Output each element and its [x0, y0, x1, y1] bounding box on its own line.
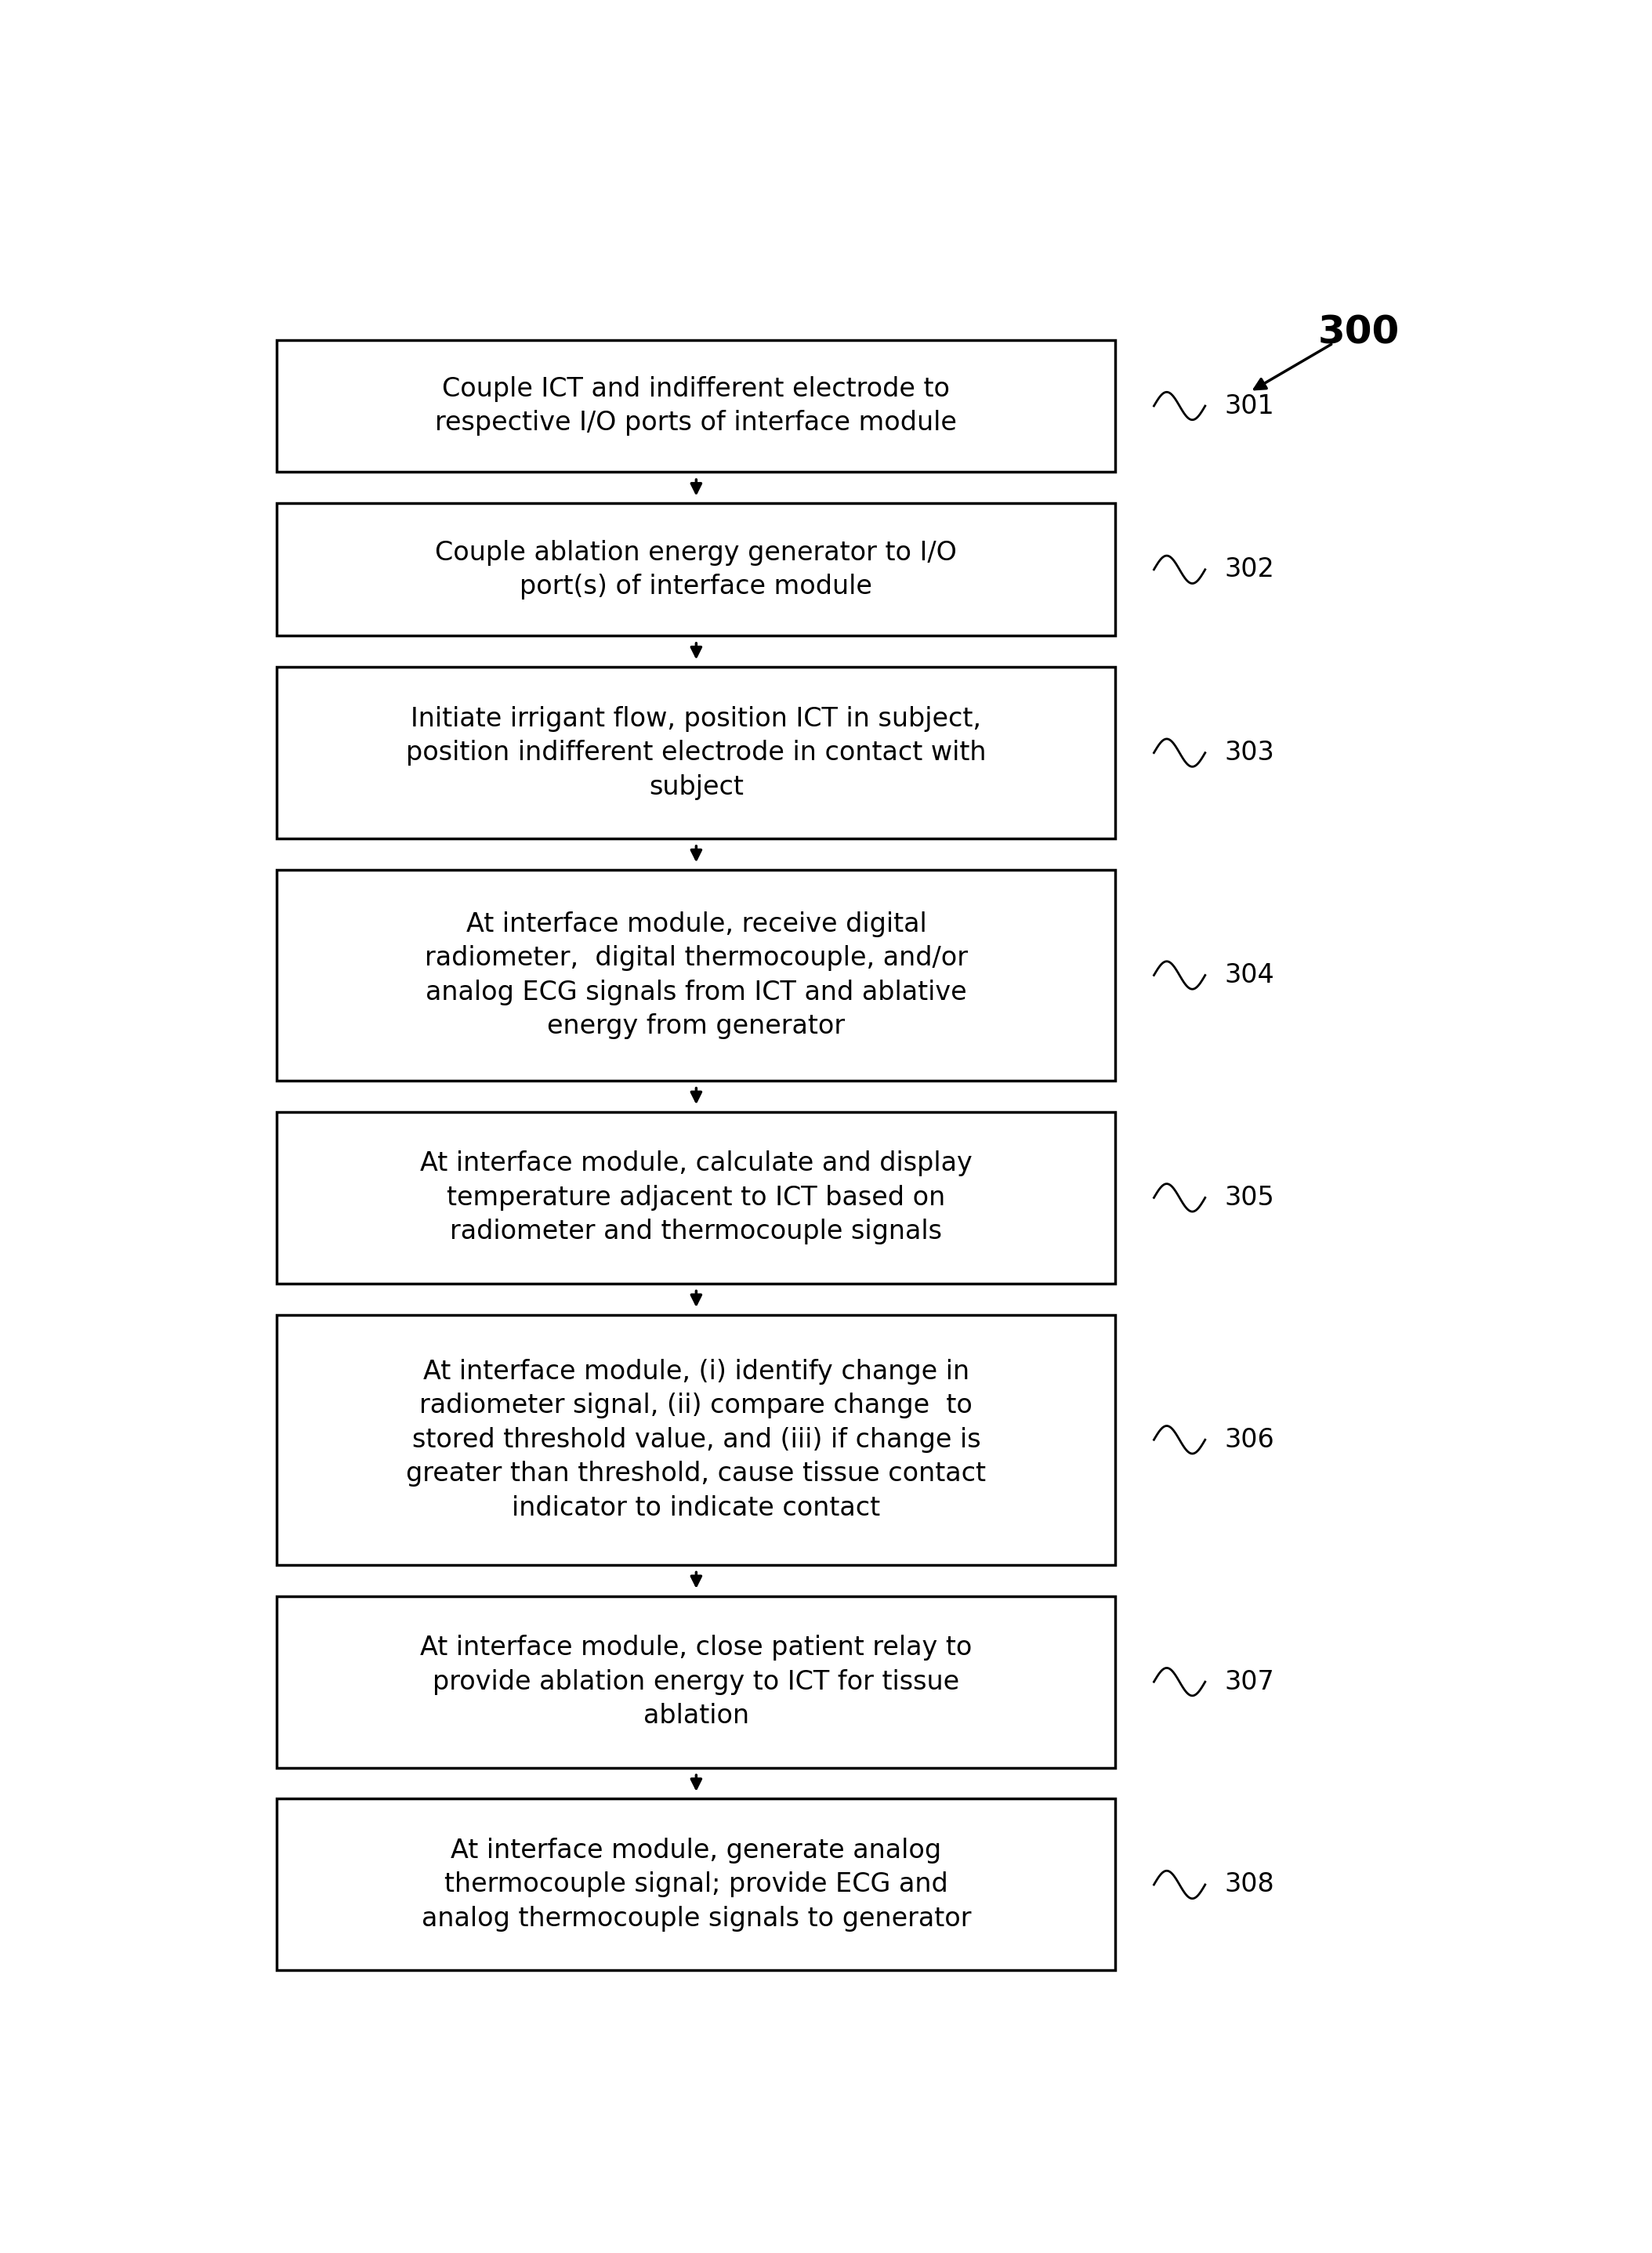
Bar — [278, 667, 1115, 838]
Bar — [278, 1113, 1115, 1284]
Text: At interface module, calculate and display
temperature adjacent to ICT based on
: At interface module, calculate and displ… — [420, 1151, 973, 1244]
Text: Couple ablation energy generator to I/O
port(s) of interface module: Couple ablation energy generator to I/O … — [434, 541, 957, 599]
Bar — [278, 870, 1115, 1081]
Text: 300: 300 — [1318, 313, 1399, 351]
Bar — [278, 1316, 1115, 1566]
Text: At interface module, close patient relay to
provide ablation energy to ICT for t: At interface module, close patient relay… — [420, 1636, 973, 1728]
Text: Initiate irrigant flow, position ICT in subject,
position indifferent electrode : Initiate irrigant flow, position ICT in … — [406, 705, 986, 800]
Text: 303: 303 — [1224, 739, 1274, 766]
Text: At interface module, receive digital
radiometer,  digital thermocouple, and/or
a: At interface module, receive digital rad… — [425, 910, 968, 1039]
Text: 302: 302 — [1224, 556, 1274, 584]
Text: 305: 305 — [1224, 1185, 1274, 1210]
Text: 306: 306 — [1224, 1426, 1274, 1453]
Text: 307: 307 — [1224, 1669, 1274, 1694]
Text: 304: 304 — [1224, 962, 1274, 989]
Text: 308: 308 — [1224, 1872, 1274, 1897]
Text: At interface module, generate analog
thermocouple signal; provide ECG and
analog: At interface module, generate analog the… — [421, 1838, 971, 1931]
Text: At interface module, (i) identify change in
radiometer signal, (ii) compare chan: At interface module, (i) identify change… — [406, 1359, 986, 1521]
Bar — [278, 1595, 1115, 1769]
Text: Couple ICT and indifferent electrode to
respective I/O ports of interface module: Couple ICT and indifferent electrode to … — [434, 376, 957, 435]
Bar — [278, 340, 1115, 473]
Text: 301: 301 — [1224, 392, 1274, 419]
Bar — [278, 502, 1115, 635]
Bar — [278, 1798, 1115, 1971]
